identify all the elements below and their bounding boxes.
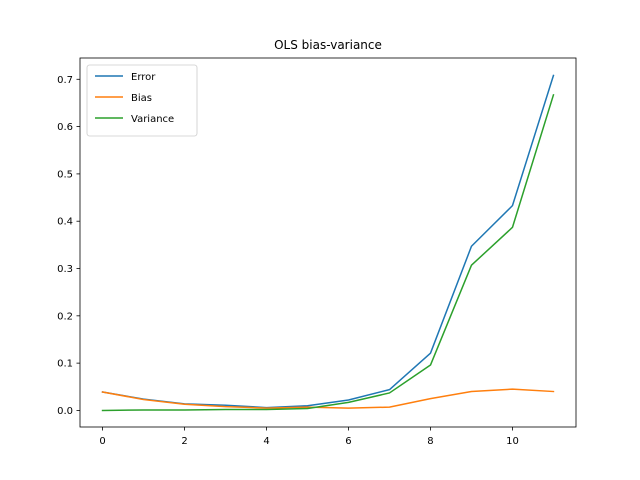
y-axis: 0.0 0.1 0.2 0.3 0.4 0.5 0.6 0.7 bbox=[57, 75, 80, 417]
legend: Error Bias Variance bbox=[86, 64, 198, 137]
x-tick-label: 4 bbox=[263, 436, 269, 447]
y-tick-label: 0.6 bbox=[57, 122, 73, 133]
y-tick-label: 0.4 bbox=[57, 217, 73, 228]
y-tick-label: 0.2 bbox=[57, 311, 73, 322]
y-tick-label: 0.5 bbox=[57, 169, 73, 180]
x-tick-label: 6 bbox=[345, 436, 351, 447]
plot-frame bbox=[79, 57, 577, 428]
x-tick-label: 10 bbox=[506, 436, 519, 447]
series-line-bias bbox=[101, 388, 555, 409]
x-tick-label: 0 bbox=[99, 436, 105, 447]
legend-label-variance: Variance bbox=[131, 114, 174, 125]
chart-title: OLS bias-variance bbox=[274, 38, 382, 52]
series-line-variance bbox=[101, 93, 555, 412]
legend-label-bias: Bias bbox=[131, 93, 152, 104]
y-tick-label: 0.7 bbox=[57, 75, 73, 86]
x-tick-label: 8 bbox=[427, 436, 433, 447]
y-tick-label: 0.0 bbox=[57, 406, 73, 417]
legend-label-error: Error bbox=[131, 72, 156, 83]
y-tick-label: 0.1 bbox=[57, 359, 73, 370]
y-tick-label: 0.3 bbox=[57, 264, 73, 275]
series-layer bbox=[101, 74, 555, 412]
x-tick-label: 2 bbox=[181, 436, 187, 447]
x-axis: 0 2 4 6 8 10 bbox=[99, 427, 519, 447]
